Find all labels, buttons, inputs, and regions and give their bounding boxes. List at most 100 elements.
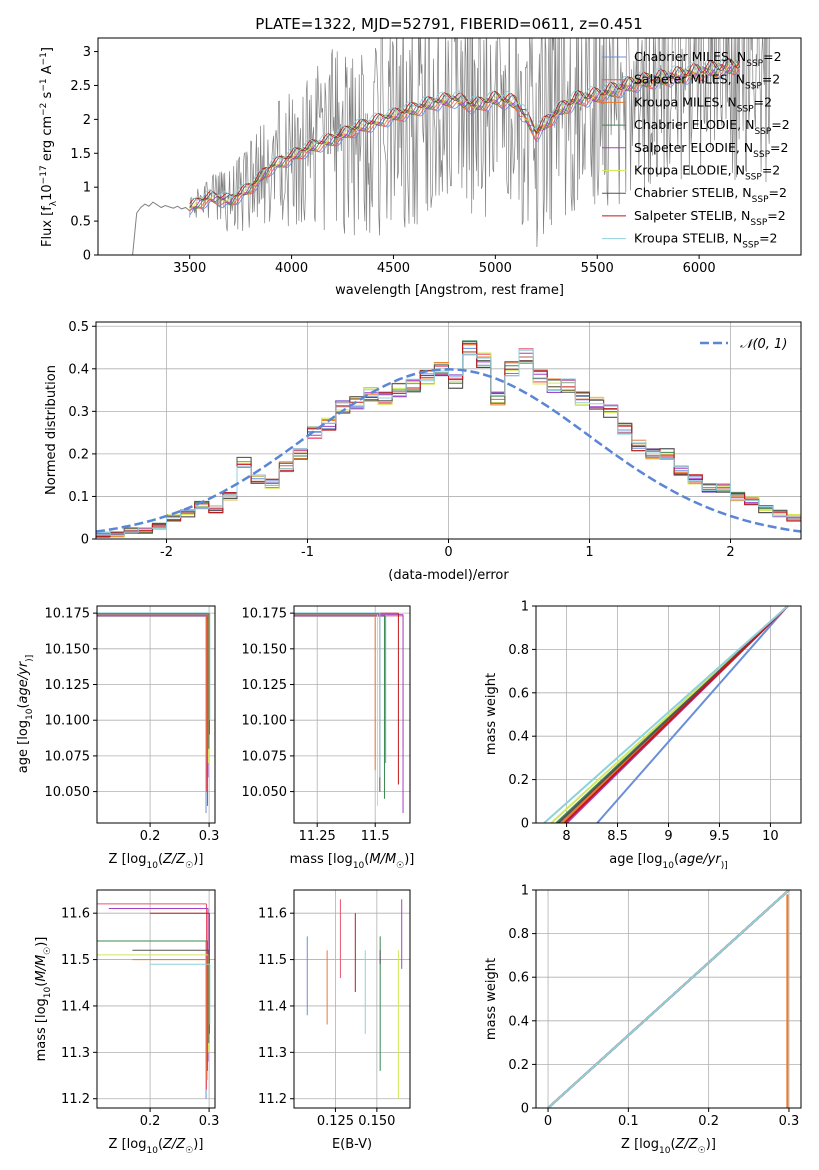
x-axis-label-part: ( [158, 852, 163, 867]
y-axis-label-part: −17 [39, 165, 49, 184]
x-axis-label-part: 10 [146, 1146, 158, 1156]
y-axis-label: Normed distribution [44, 365, 59, 495]
legend-label: Chabrier MILES, NSSP=2 [634, 49, 782, 69]
x-tick-label: 11.25 [299, 829, 336, 844]
y-tick-label: 0.5 [68, 320, 89, 335]
x-axis-label-part: Z/Z [675, 1137, 699, 1152]
model-line [189, 58, 741, 208]
x-tick-label: 0.125 [317, 1114, 354, 1129]
x-tick-label: 0.2 [140, 1114, 161, 1129]
y-tick-label: 3 [83, 45, 91, 60]
x-tick-label: 11.5 [361, 829, 390, 844]
y-tick-label: 1 [521, 600, 529, 615]
legend-label-part: =2 [763, 49, 781, 64]
x-axis-label-part: 10 [663, 861, 675, 871]
legend-label-part: Salpeter MILES, N [634, 72, 745, 87]
x-axis-label-part: Z [log [109, 852, 147, 867]
histogram-step [96, 349, 801, 536]
axes-frame [96, 605, 216, 824]
axes-frame [97, 37, 802, 256]
x-tick-label: 5000 [479, 261, 512, 276]
x-axis-label-part: )] [404, 852, 414, 867]
legend-label-part: =2 [770, 140, 788, 155]
y-tick-label: 1 [83, 181, 91, 196]
legend-label-part: SSP [737, 104, 754, 114]
legend-label: Salpeter MILES, NSSP=2 [634, 72, 780, 92]
legend-label-part: =2 [767, 208, 785, 223]
legend-label-part: =2 [762, 163, 780, 178]
y-tick-label: 11.4 [61, 999, 90, 1014]
y-tick-label: 10.050 [45, 785, 91, 800]
y-tick-label: 11.3 [61, 1046, 90, 1061]
legend-label-part: SSP [745, 173, 762, 183]
y-tick-label: 0 [521, 817, 529, 832]
legend-label-part: Chabrier ELODIE, N [634, 117, 754, 132]
y-axis-label-part: M/M [34, 955, 49, 982]
normal-reference-curve [96, 368, 801, 533]
y-tick-label: 1 [521, 884, 529, 899]
cumulative-line [563, 606, 789, 823]
model-line [189, 62, 741, 209]
y-tick-label: 10.100 [45, 714, 91, 729]
x-axis-label-part: Z [log [621, 1137, 659, 1152]
histogram-step [96, 343, 801, 537]
y-tick-label: 0 [81, 533, 89, 548]
y-tick-label: 1.5 [70, 147, 91, 162]
y-axis-label-part: age [log [16, 720, 31, 773]
legend-label: Chabrier ELODIE, NSSP=2 [634, 117, 790, 137]
y-axis-label-part: ☉ [43, 947, 53, 955]
plot-area [294, 612, 404, 814]
x-axis-label-part: ☉ [396, 861, 404, 871]
legend-label-part: Salpeter STELIB, N [634, 208, 750, 223]
y-tick-label: 11.4 [258, 999, 287, 1014]
model-line [189, 57, 741, 205]
x-axis-label-part: )] [193, 852, 203, 867]
legend-label-part: =2 [769, 185, 787, 200]
cumulative-line [543, 606, 789, 823]
plot-area [97, 612, 211, 814]
y-tick-label: 10.100 [242, 714, 288, 729]
x-axis-label: age [log10(age/yr)] [609, 852, 727, 871]
x-axis-label: (data-model)/error [388, 568, 509, 583]
x-tick-label: 4500 [377, 261, 410, 276]
y-tick-label: 11.6 [258, 907, 287, 922]
x-axis-label: mass [log10(M/M☉)] [290, 852, 415, 871]
y-axis-label-part: −2 [39, 103, 49, 116]
legend-label-part: SSP [746, 59, 763, 69]
plot-area [126, 38, 771, 255]
legend-label: Kroupa MILES, NSSP=2 [634, 94, 772, 114]
y-tick-label: 0.3 [68, 405, 89, 420]
x-tick-label: 0.1 [618, 1114, 639, 1129]
observed-spectrum [189, 38, 771, 248]
x-tick-label: 8.5 [607, 829, 628, 844]
x-axis-label-part: ☉ [698, 1146, 706, 1156]
y-tick-label: 0.5 [70, 215, 91, 230]
x-tick-label: 0.150 [358, 1114, 395, 1129]
y-axis-label-part: age/yr [16, 660, 31, 703]
legend-label: Kroupa ELODIE, NSSP=2 [634, 163, 780, 183]
x-axis-label: Z [log10(Z/Z☉)] [109, 852, 204, 871]
legend-label-part: Kroupa STELIB, N [634, 231, 742, 246]
x-axis-label-part: age [log [609, 852, 662, 867]
x-tick-label: -2 [160, 545, 173, 560]
legend-label-part: SSP [754, 127, 771, 137]
x-axis-label-part: M/M [369, 852, 396, 867]
x-tick-label: 5500 [581, 261, 614, 276]
x-tick-label: 0.3 [199, 829, 220, 844]
legend-label-part: SSP [745, 82, 762, 92]
cumulative-line [596, 606, 789, 823]
x-tick-label: 3500 [173, 261, 206, 276]
y-tick-label: 2.5 [70, 79, 91, 94]
cumulative-line [547, 890, 790, 1108]
y-axis-label-part: 10 [43, 986, 53, 998]
y-axis-label-part: ( [34, 982, 49, 987]
age-vs-metallicity-panel: 0.2 0.3 10.050 10.075 10.100 10.125 10.150 10.1… [16, 605, 220, 871]
x-tick-label: -1 [301, 545, 314, 560]
y-tick-label: 10.175 [242, 607, 288, 622]
cumulative-metallicity-panel: 0 0.1 0.2 0.3 0 0.2 0.4 0.6 0.8 1 Z [log10(Z/Z☉)] m… [484, 884, 802, 1156]
y-axis-label-part: Flux [f [40, 206, 55, 247]
x-axis-label: wavelength [Angstrom, rest frame] [335, 283, 564, 298]
plot-area [306, 899, 403, 1099]
